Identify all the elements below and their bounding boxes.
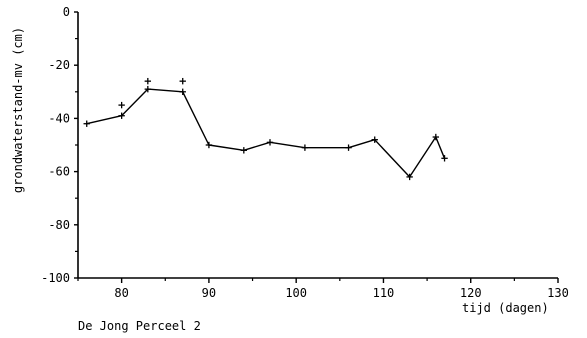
data-point xyxy=(406,173,413,181)
x-tick-label: 80 xyxy=(114,286,128,300)
data-point xyxy=(83,120,90,127)
scatter-point xyxy=(179,77,186,85)
chart-caption: De Jong Perceel 2 xyxy=(78,319,201,333)
y-tick-label: -80 xyxy=(48,218,70,232)
x-tick-label: 130 xyxy=(547,286,569,300)
x-tick-label: 120 xyxy=(460,286,482,300)
data-point xyxy=(266,139,274,146)
y-tick-label: -20 xyxy=(48,58,70,72)
x-axis-label: tijd (dagen) xyxy=(462,301,549,315)
scatter-point xyxy=(118,101,125,109)
data-point xyxy=(345,144,352,151)
y-tick-label: -60 xyxy=(48,165,70,179)
y-tick-label: -100 xyxy=(41,271,70,285)
scatter-point xyxy=(144,77,152,85)
data-point xyxy=(144,85,152,93)
data-point xyxy=(441,155,448,162)
data-point xyxy=(205,141,213,149)
x-tick-label: 110 xyxy=(373,286,395,300)
y-tick-label: -40 xyxy=(48,111,70,125)
y-tick-label: 0 xyxy=(63,5,70,19)
data-point xyxy=(371,136,378,143)
data-point xyxy=(432,133,440,141)
x-tick-label: 90 xyxy=(202,286,216,300)
data-point xyxy=(301,144,309,151)
y-axis-label: grondwaterstand-mv (cm) xyxy=(11,27,25,193)
data-point xyxy=(118,112,125,119)
x-tick-label: 100 xyxy=(285,286,307,300)
plot-area: 0 -20 -40 -60 -80 -100 80 90 100 110 120 130 xyxy=(41,5,569,300)
data-point xyxy=(179,88,186,95)
series-line xyxy=(86,88,446,178)
data-point xyxy=(240,147,248,154)
